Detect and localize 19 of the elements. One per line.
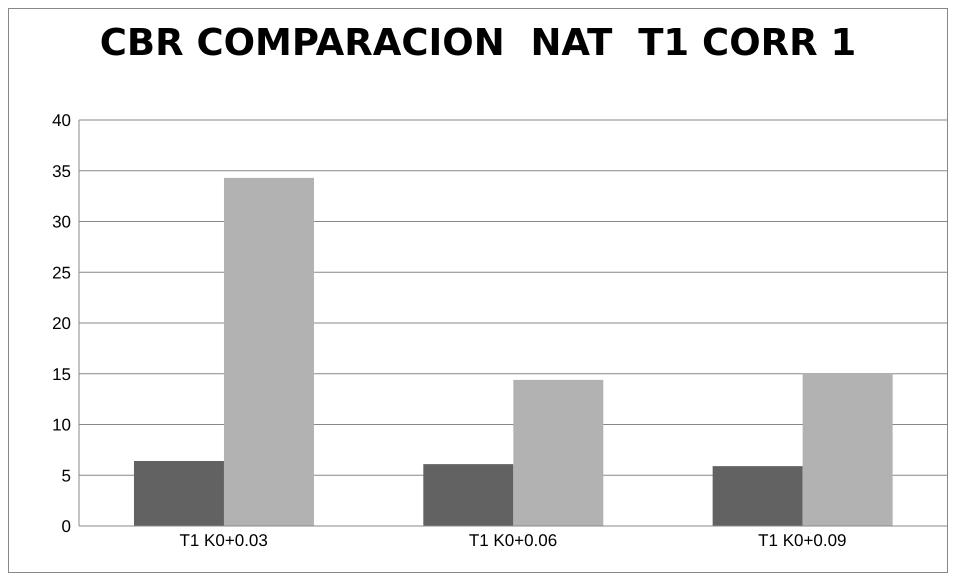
bar xyxy=(513,380,604,526)
bar xyxy=(224,178,314,526)
x-tick-label: T1 K0+0.06 xyxy=(468,531,558,550)
x-tick-label: T1 K0+0.09 xyxy=(758,531,847,550)
bar xyxy=(423,464,514,526)
bar xyxy=(712,466,803,526)
x-tick-label: T1 K0+0.03 xyxy=(179,531,268,550)
y-tick-label: 5 xyxy=(62,466,71,486)
y-tick-label: 20 xyxy=(52,314,71,334)
bar xyxy=(802,374,893,526)
y-tick-label: 0 xyxy=(62,517,71,536)
y-tick-label: 10 xyxy=(52,416,71,435)
y-tick-label: 30 xyxy=(52,212,71,232)
chart-title: CBR COMPARACION NAT T1 CORR 1 xyxy=(98,21,858,64)
bar xyxy=(134,461,224,526)
y-tick-label: 35 xyxy=(52,162,71,181)
y-tick-label: 15 xyxy=(52,364,71,384)
y-tick-label: 25 xyxy=(52,263,71,282)
y-tick-label: 40 xyxy=(52,111,71,130)
